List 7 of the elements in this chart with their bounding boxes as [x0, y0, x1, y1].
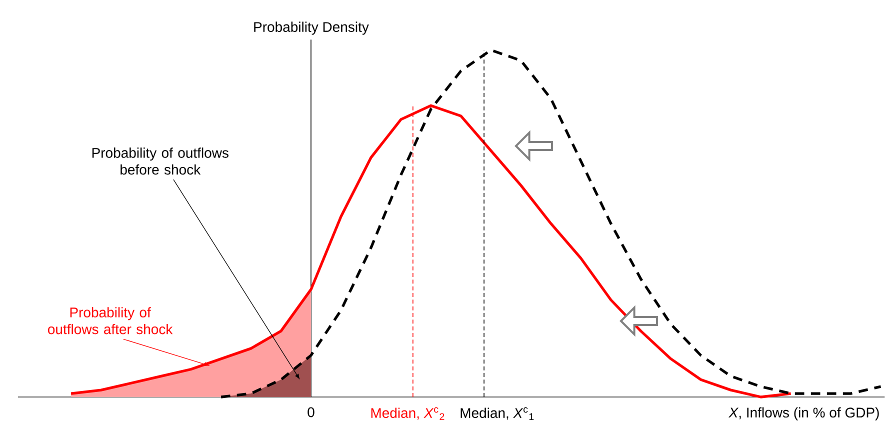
y-axis-title: Probability Density	[254, 22, 369, 35]
annotation: Probability of outflows after shock	[48, 307, 173, 334]
text: 0	[308, 407, 314, 418]
x-axis-title: X, Inflows (in % of GDP)	[728, 407, 879, 420]
annotation: Probability of outflows before shock	[92, 148, 228, 175]
text: Median, X$^{c}$2	[371, 407, 444, 420]
text: Median, X$^{c}$1	[460, 407, 534, 420]
